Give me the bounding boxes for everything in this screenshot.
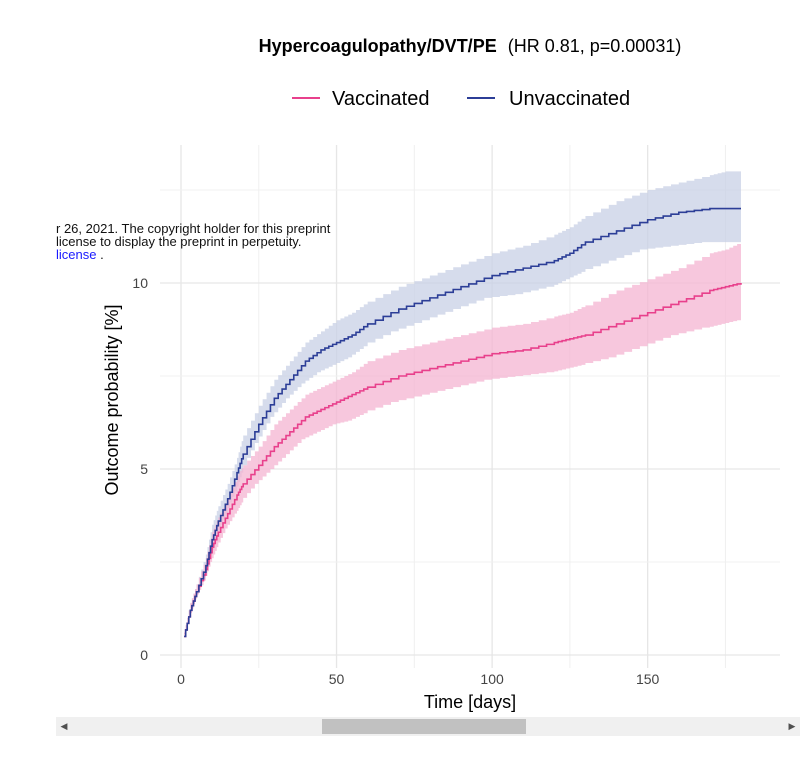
legend-label-unvaccinated: Unvaccinated (509, 88, 630, 110)
watermark-line-3: license . (56, 248, 396, 261)
series-line-vaccinated (184, 283, 742, 638)
chart-y-ticks: 0 5 10 (132, 275, 148, 663)
chart-series-lines (184, 207, 742, 638)
x-axis-title: Time [days] (424, 692, 516, 712)
scrollbar-thumb[interactable] (322, 719, 526, 734)
watermark-line-1: r 26, 2021. The copyright holder for thi… (56, 222, 331, 236)
chart-confidence-bands (184, 171, 742, 641)
chart-title-group: Hypercoagulopathy/DVT/PE (HR 0.81, p=0.0… (259, 36, 682, 56)
license-link[interactable]: license (56, 247, 97, 261)
chart-title-stats: (HR 0.81, p=0.00031) (508, 36, 682, 56)
y-tick-label: 10 (132, 275, 148, 291)
chart-title: Hypercoagulopathy/DVT/PE (HR 0.81, p=0.0… (259, 36, 682, 56)
series-line-unvaccinated (184, 207, 741, 638)
watermark-line-2: license to display the preprint in perpe… (56, 234, 302, 249)
horizontal-scrollbar[interactable]: ◀ ▶ (56, 717, 800, 736)
x-tick-label: 0 (177, 671, 185, 687)
preprint-watermark: r 26, 2021. The copyright holder for thi… (56, 222, 396, 261)
y-axis-title: Outcome probability [%] (102, 304, 122, 495)
chart-title-bold: Hypercoagulopathy/DVT/PE (259, 36, 497, 56)
y-tick-label: 0 (140, 647, 148, 663)
chart-legend: Vaccinated Unvaccinated (292, 88, 630, 110)
watermark-line-3-end: . (100, 247, 104, 261)
x-tick-label: 100 (480, 671, 504, 687)
x-tick-label: 50 (329, 671, 345, 687)
triangle-left-icon[interactable]: ◀ (60, 721, 68, 731)
confidence-band-unvaccinated (184, 171, 742, 641)
x-tick-label: 150 (636, 671, 660, 687)
y-tick-label: 5 (140, 461, 148, 477)
confidence-band-vaccinated (184, 242, 742, 641)
legend-label-vaccinated: Vaccinated (332, 88, 429, 110)
chart-x-ticks: 0 50 100 150 (177, 671, 659, 687)
triangle-right-icon[interactable]: ▶ (788, 721, 796, 731)
